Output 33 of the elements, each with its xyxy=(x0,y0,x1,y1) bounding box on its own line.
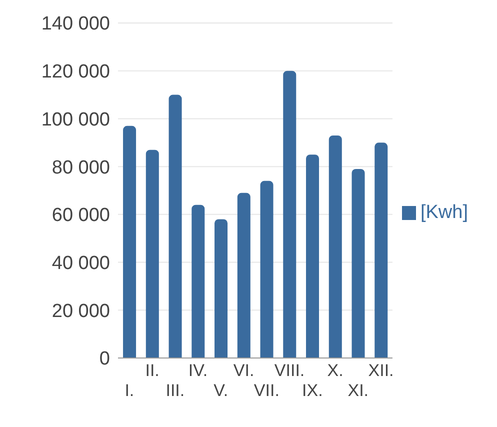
x-tick-label: VIII. xyxy=(274,361,305,380)
x-tick-label: IX. xyxy=(302,381,323,400)
x-tick-label: XI. xyxy=(348,381,369,400)
y-tick-label: 80 000 xyxy=(52,157,110,178)
bar xyxy=(283,70,296,358)
y-tick-label: 120 000 xyxy=(41,62,110,83)
bar xyxy=(123,126,136,358)
bar xyxy=(374,142,388,358)
x-tick-label: I. xyxy=(124,381,134,400)
y-tick-label: 140 000 xyxy=(41,14,110,35)
bar xyxy=(192,204,205,358)
y-tick-label: 60 000 xyxy=(52,205,110,226)
x-tick-label: VII. xyxy=(254,381,280,400)
x-tick-label: V. xyxy=(214,381,228,400)
bar xyxy=(168,94,182,358)
y-tick-label: 0 xyxy=(99,348,110,370)
bar xyxy=(352,168,365,358)
y-tick-label: 100 000 xyxy=(41,109,110,130)
bar xyxy=(260,180,274,358)
legend-label: [Kwh] xyxy=(420,202,468,223)
x-tick-label: XII. xyxy=(368,361,394,380)
bar xyxy=(214,219,228,358)
x-tick-label: VI. xyxy=(233,361,254,380)
x-tick-label: II. xyxy=(145,361,160,380)
x-tick-label: IV. xyxy=(188,361,208,380)
x-tick-label: X. xyxy=(327,361,344,380)
bar xyxy=(237,192,250,358)
x-tick-label: III. xyxy=(166,381,185,400)
bar xyxy=(146,150,159,358)
y-tick-label: 20 000 xyxy=(52,300,110,322)
bar xyxy=(328,135,342,358)
bar xyxy=(306,154,320,358)
y-tick-label: 40 000 xyxy=(52,253,110,274)
